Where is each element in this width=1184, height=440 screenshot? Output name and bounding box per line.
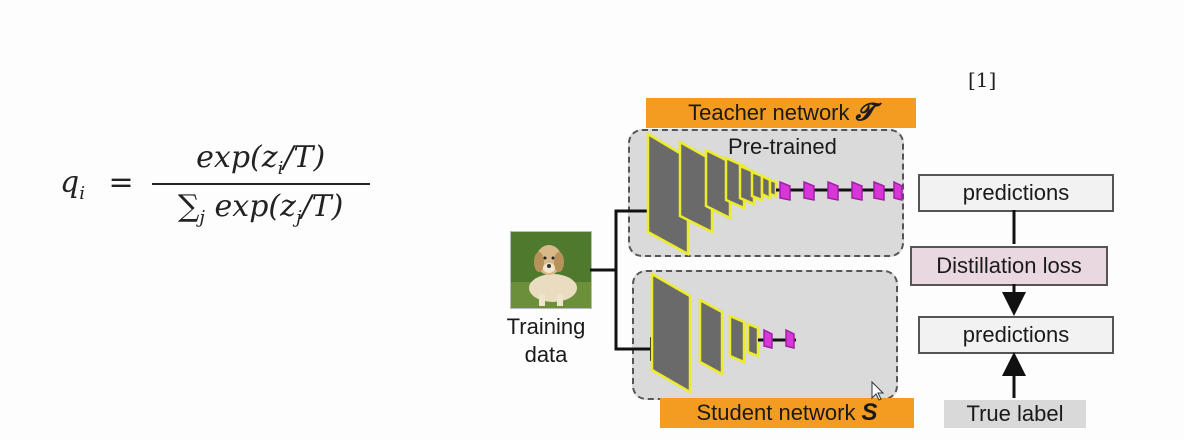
reference-marker: [1] <box>968 68 997 92</box>
mouse-cursor-icon <box>871 380 885 401</box>
student-fc-layers <box>758 328 796 349</box>
softmax-temperature-formula: qi = exp(zi/T) ∑j exp(zj/T) <box>60 140 370 228</box>
student-predictions-box: predictions <box>918 316 1114 354</box>
input-arrows <box>590 199 674 361</box>
formula-denominator: ∑j exp(zj/T) <box>177 189 344 228</box>
teacher-conv-layers <box>646 131 778 257</box>
training-data-label: Training data <box>506 314 586 367</box>
formula-lhs: qi = <box>60 164 134 204</box>
formula-fraction: exp(zi/T) ∑j exp(zj/T) <box>151 140 370 228</box>
fraction-bar <box>151 183 370 185</box>
formula-numerator: exp(zi/T) <box>196 140 326 179</box>
student-network-label: Student network S <box>660 398 914 428</box>
teacher-network-label: Teacher network 𝓣 <box>646 98 916 128</box>
true-label-box: True label <box>944 400 1086 428</box>
distillation-loss-box: Distillation loss <box>910 246 1108 286</box>
dog-photo-icon <box>511 232 591 308</box>
teacher-predictions-box: predictions <box>918 174 1114 212</box>
student-conv-layers <box>650 271 760 395</box>
teacher-fc-layers <box>776 180 903 201</box>
pretrained-label: Pre-trained <box>728 134 837 159</box>
